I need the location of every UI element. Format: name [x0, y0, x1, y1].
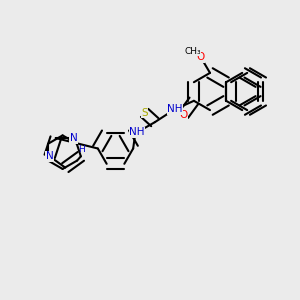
Text: O: O: [196, 52, 205, 62]
Text: N: N: [46, 151, 54, 161]
Text: NH: NH: [129, 128, 145, 137]
Text: H: H: [79, 145, 85, 154]
Text: CH₃: CH₃: [184, 47, 201, 56]
Text: O: O: [179, 110, 188, 120]
Text: N: N: [70, 133, 77, 143]
Text: NH: NH: [167, 104, 183, 114]
Text: S: S: [141, 108, 148, 118]
